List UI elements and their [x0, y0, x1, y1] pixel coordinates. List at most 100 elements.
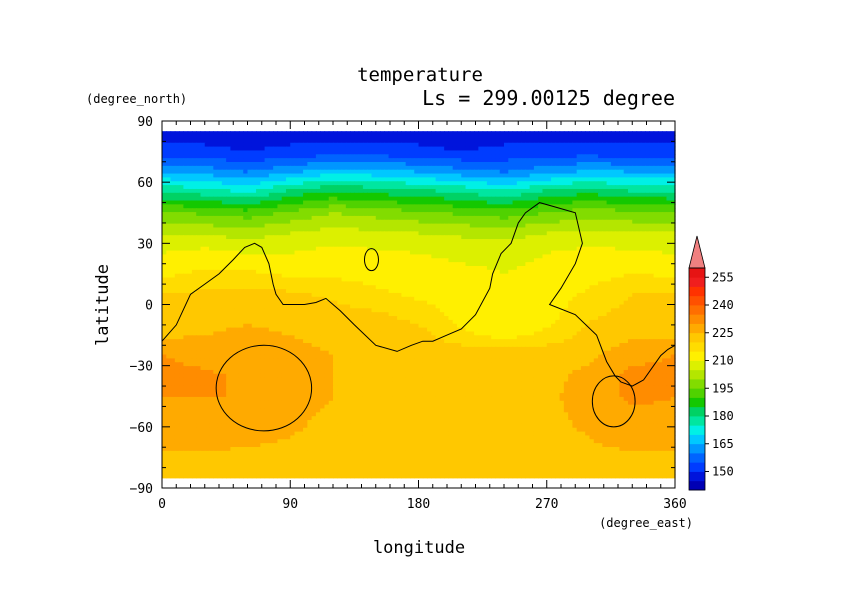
heatmap-cell	[358, 200, 364, 205]
heatmap-cell	[580, 200, 586, 205]
heatmap-cell	[358, 242, 364, 248]
heatmap-cell	[281, 246, 287, 252]
heatmap-cell	[388, 181, 394, 186]
heatmap-cell	[452, 277, 458, 282]
heatmap-cell	[610, 212, 616, 217]
heatmap-cell	[401, 158, 407, 163]
heatmap-cell	[277, 254, 283, 259]
heatmap-cell	[469, 181, 475, 186]
heatmap-cell	[200, 131, 206, 136]
heatmap-cell	[341, 227, 347, 232]
heatmap-cell	[418, 142, 424, 148]
heatmap-cell	[439, 154, 445, 159]
heatmap-cell	[401, 285, 407, 290]
heatmap-cell	[542, 173, 548, 179]
heatmap-cell	[303, 231, 308, 236]
heatmap-cell	[174, 169, 180, 175]
heatmap-cell	[602, 254, 608, 259]
heatmap-cell	[328, 162, 334, 167]
heatmap-cell	[640, 254, 646, 259]
heatmap-cell	[670, 162, 676, 167]
heatmap-cell	[525, 154, 531, 159]
heatmap-cell	[375, 162, 381, 167]
heatmap-cell	[380, 219, 385, 225]
heatmap-cell	[174, 162, 180, 167]
heatmap-cell	[465, 196, 471, 202]
heatmap-cell	[328, 235, 334, 240]
heatmap-cell	[452, 262, 458, 267]
heatmap-cell	[645, 173, 650, 179]
heatmap-cell	[401, 212, 407, 217]
heatmap-cell	[328, 289, 334, 294]
heatmap-cell	[392, 131, 398, 136]
heatmap-cell	[226, 165, 232, 171]
heatmap-cell	[606, 131, 612, 136]
heatmap-cell	[337, 162, 343, 167]
heatmap-cell	[200, 196, 206, 202]
heatmap-cell	[474, 150, 479, 155]
heatmap-cell	[281, 231, 287, 236]
heatmap-cell	[401, 142, 407, 148]
heatmap-cell	[371, 188, 377, 194]
heatmap-cell	[298, 165, 304, 171]
heatmap-cell	[645, 273, 650, 279]
heatmap-cell	[662, 231, 668, 236]
heatmap-cell	[179, 242, 184, 248]
heatmap-cell	[264, 177, 270, 182]
heatmap-cell	[431, 192, 437, 198]
heatmap-cell	[256, 277, 261, 282]
heatmap-cell	[345, 273, 351, 279]
heatmap-cell	[268, 177, 274, 182]
heatmap-cell	[179, 142, 184, 148]
heatmap-cell	[217, 254, 223, 259]
heatmap-cell	[439, 250, 445, 256]
heatmap-cell	[615, 169, 621, 175]
heatmap-cell	[166, 289, 172, 294]
heatmap-cell	[174, 177, 180, 182]
heatmap-cell	[525, 235, 531, 240]
heatmap-cell	[478, 196, 484, 202]
heatmap-cell	[333, 200, 338, 205]
heatmap-cell	[521, 219, 526, 225]
heatmap-cell	[491, 281, 497, 286]
heatmap-cell	[615, 273, 621, 279]
heatmap-cell	[217, 131, 223, 136]
heatmap-cell	[666, 204, 672, 209]
heatmap-cell	[632, 146, 638, 152]
heatmap-cell	[238, 135, 244, 140]
heatmap-cell	[666, 231, 672, 236]
heatmap-cell	[640, 227, 646, 232]
heatmap-cell	[409, 212, 415, 217]
heatmap-cell	[593, 138, 599, 144]
heatmap-cell	[388, 265, 394, 271]
heatmap-cell	[435, 212, 441, 217]
heatmap-cell	[243, 242, 249, 248]
heatmap-cell	[311, 281, 317, 286]
heatmap-cell	[580, 169, 586, 175]
heatmap-cell	[482, 258, 488, 263]
heatmap-cell	[200, 273, 206, 279]
heatmap-cell	[662, 154, 668, 159]
heatmap-cell	[521, 173, 526, 179]
heatmap-cell	[409, 281, 415, 286]
heatmap-cell	[563, 239, 569, 244]
heatmap-cell	[551, 154, 556, 159]
heatmap-cell	[354, 208, 360, 213]
heatmap-cell	[333, 281, 338, 286]
heatmap-cell	[546, 169, 552, 175]
heatmap-cell	[221, 162, 227, 167]
heatmap-cell	[388, 196, 394, 202]
heatmap-cell	[435, 181, 441, 186]
heatmap-cell	[345, 289, 351, 294]
heatmap-cell	[444, 212, 450, 217]
heatmap-cell	[495, 212, 501, 217]
heatmap-cell	[200, 227, 206, 232]
heatmap-cell	[461, 235, 467, 240]
heatmap-cell	[568, 131, 574, 136]
heatmap-cell	[461, 142, 467, 148]
heatmap-cell	[243, 208, 249, 213]
heatmap-cell	[307, 246, 313, 252]
heatmap-cell	[533, 188, 539, 194]
heatmap-cell	[350, 204, 355, 209]
heatmap-cell	[486, 212, 492, 217]
